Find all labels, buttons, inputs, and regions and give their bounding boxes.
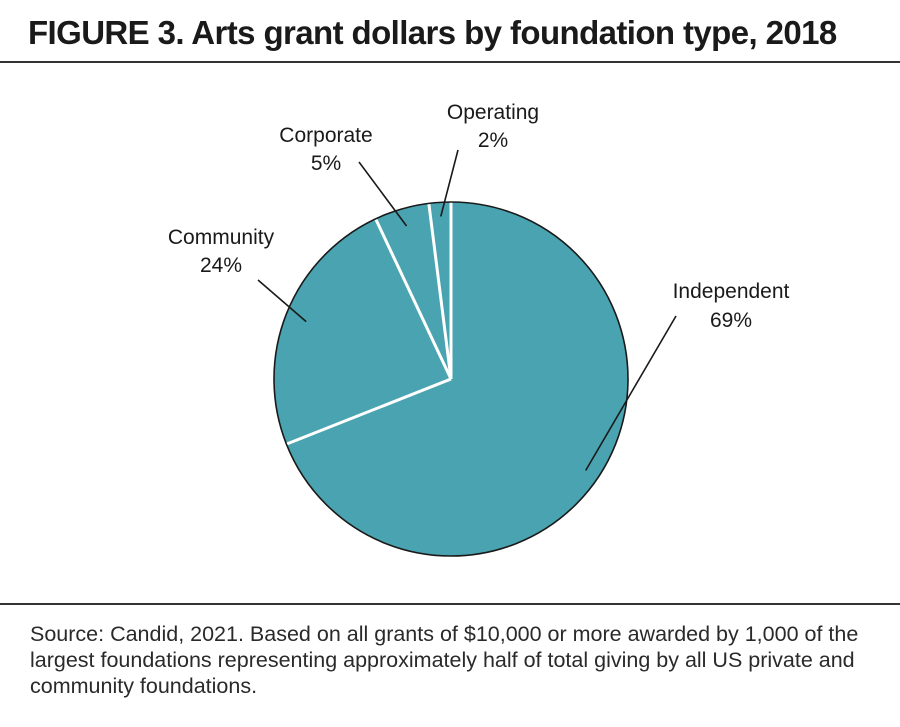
leader-line-corporate (358, 161, 408, 227)
slice-separator (374, 218, 453, 380)
slice-separators (285, 202, 453, 446)
slice-labels: Independent 69% Community 24% Corporate 5% Ope… (168, 101, 790, 332)
slice-separator (285, 377, 452, 446)
source-note: Source: Candid, 2021. Based on all grant… (30, 622, 859, 698)
leader-line-community (257, 279, 307, 323)
pie-slice-corporate (375, 203, 451, 379)
figure-title: FIGURE 3. Arts grant dollars by foundati… (28, 14, 837, 51)
leader-lines (257, 149, 677, 471)
slice-separator (427, 203, 453, 380)
slice-value-corporate: 5% (311, 152, 341, 175)
leader-line-independent (584, 315, 677, 471)
pie-chart: Independent 69% Community 24% Corporate 5% Ope… (168, 101, 790, 557)
pie-outline (273, 201, 629, 557)
pie-slice-community (274, 218, 451, 445)
slice-label-corporate: Corporate (279, 124, 372, 147)
slice-label-independent: Independent (673, 280, 790, 303)
slice-value-community: 24% (200, 254, 242, 277)
title-divider (0, 61, 900, 63)
leader-line-operating (440, 149, 459, 217)
pie-slices (274, 202, 628, 556)
slice-label-community: Community (168, 226, 275, 249)
slice-value-operating: 2% (478, 129, 508, 152)
slice-label-operating: Operating (447, 101, 539, 124)
pie-slice-independent (286, 202, 628, 556)
slice-value-independent: 69% (710, 309, 752, 332)
source-divider (0, 603, 900, 605)
